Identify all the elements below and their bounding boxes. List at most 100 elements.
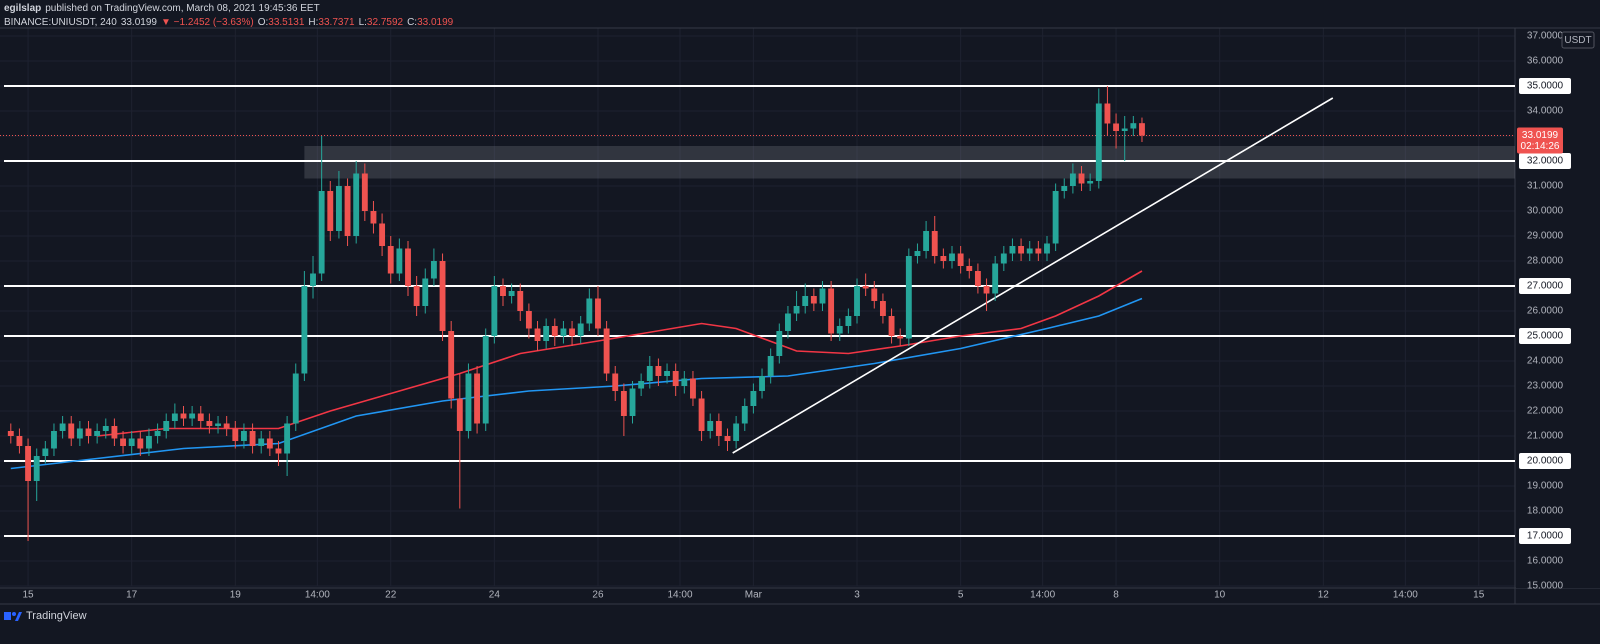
candle-body: [577, 323, 584, 336]
candle-body: [284, 423, 291, 454]
y-tick-label: 30.0000: [1527, 206, 1564, 217]
candle-body: [137, 438, 144, 449]
candle-body: [361, 173, 368, 211]
y-tick-label: 21.0000: [1527, 431, 1564, 442]
ohlc-value: 32.7592: [366, 17, 404, 28]
candle-body: [482, 336, 489, 424]
candle-body: [534, 328, 541, 341]
candle-body: [197, 413, 204, 421]
candle-body: [759, 376, 765, 391]
candle-body: [793, 306, 800, 314]
x-tick-label: 17: [126, 590, 138, 601]
candle-body: [33, 456, 40, 481]
candle-body: [1139, 123, 1145, 136]
y-tick-label: 20.0000: [1527, 456, 1564, 467]
candle-body: [914, 251, 921, 256]
level-label-bg: [1519, 78, 1571, 94]
ohlc-label: O:: [257, 17, 269, 28]
candle-body: [51, 431, 57, 449]
candle-body: [1052, 191, 1059, 244]
candle-body: [664, 371, 670, 376]
price-axis-bg: [1516, 29, 1600, 588]
candle-body: [500, 286, 506, 296]
countdown: 02:14:26: [1521, 141, 1560, 152]
candle-body: [741, 406, 748, 424]
candle-body: [1061, 186, 1068, 191]
level-label-bg: [1519, 453, 1571, 469]
candle-body: [724, 436, 731, 441]
candle-body: [344, 186, 351, 236]
candle-body: [76, 428, 83, 439]
candle-body: [68, 423, 75, 439]
candle-body: [931, 231, 938, 256]
candle-body: [785, 313, 791, 331]
ohlc-value: 33.0199: [417, 17, 454, 28]
candle-body: [603, 328, 610, 374]
ohlc-label: H:: [308, 17, 319, 28]
y-tick-label: 24.0000: [1527, 356, 1564, 367]
candle-body: [836, 326, 843, 334]
candle-body: [1044, 243, 1050, 254]
y-tick-label: 35.0000: [1527, 81, 1564, 92]
candle-body: [474, 373, 481, 424]
candle-body: [1000, 253, 1007, 264]
candle-body: [845, 316, 852, 326]
candle-body: [1095, 103, 1102, 181]
candle-body: [1009, 246, 1016, 254]
candle-body: [595, 298, 601, 329]
candle-body: [949, 253, 955, 261]
candle-body: [335, 186, 342, 231]
candle-body: [888, 316, 895, 336]
candle-body: [750, 391, 757, 406]
y-tick-label: 31.0000: [1527, 181, 1564, 192]
author: egilslap: [4, 3, 42, 14]
y-tick-label: 29.0000: [1527, 231, 1564, 242]
candle-body: [215, 423, 221, 426]
x-tick-label: 26: [592, 590, 604, 601]
candle-body: [681, 378, 688, 386]
brand: TradingView: [26, 610, 87, 622]
candle-body: [120, 438, 126, 446]
candle-body: [387, 246, 394, 274]
symbol: BINANCE:UNIUSDT, 240: [4, 17, 117, 28]
level-label-bg: [1519, 328, 1571, 344]
candle-body: [25, 446, 31, 481]
y-tick-label: 23.0000: [1527, 381, 1564, 392]
candle-body: [672, 371, 679, 386]
candle-body: [180, 413, 187, 419]
candle-body: [543, 326, 550, 341]
x-tick-label: 14:00: [1030, 590, 1055, 601]
candle-body: [189, 413, 196, 419]
candle-body: [690, 378, 696, 399]
candle-body: [370, 211, 377, 224]
candle-body: [318, 191, 325, 274]
candle-body: [301, 286, 308, 374]
candle-body: [292, 373, 299, 424]
x-tick-label: 3: [854, 590, 860, 601]
candle-body: [310, 273, 316, 286]
last-price-label: 33.0199: [1522, 130, 1559, 141]
ohlc-value: 33.7371: [318, 17, 355, 28]
currency-box: [1561, 31, 1595, 49]
candle-body: [569, 328, 576, 336]
candle-body: [102, 426, 109, 431]
y-tick-label: 34.0000: [1527, 106, 1564, 117]
candle-body: [802, 296, 809, 306]
candle-body: [7, 431, 14, 436]
moving-average: [97, 270, 1143, 437]
x-tick-label: 22: [385, 590, 397, 601]
candle-body: [707, 421, 714, 431]
candle-body: [42, 448, 49, 456]
last-price: 33.0199: [120, 17, 157, 28]
candle-body: [206, 421, 213, 426]
candle-body: [128, 438, 135, 446]
candle-body: [715, 421, 722, 436]
candle-body: [405, 248, 411, 286]
candle-body: [430, 261, 437, 279]
y-tick-label: 22.0000: [1527, 406, 1564, 417]
candle-body: [940, 256, 947, 261]
candle-body: [85, 428, 92, 436]
candle-body: [241, 431, 247, 441]
candle-body: [171, 413, 178, 421]
